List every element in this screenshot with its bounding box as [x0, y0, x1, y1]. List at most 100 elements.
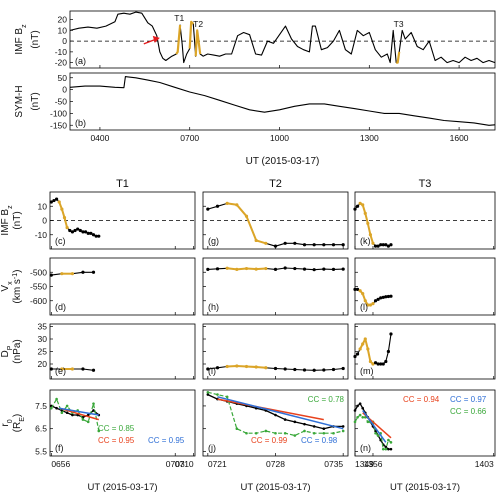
r0-green-point — [366, 420, 370, 424]
bz-point — [91, 233, 96, 237]
panel-label: (h) — [208, 302, 219, 312]
r0-green-point — [245, 431, 248, 435]
r0-green-point — [206, 390, 210, 394]
dp-point — [225, 364, 229, 369]
row-y-unit: (km s-1) — [12, 269, 24, 303]
bz-point — [384, 243, 388, 247]
cc-label: CC = 0.99 — [251, 436, 288, 445]
dp-point — [386, 349, 390, 354]
vx-point — [60, 272, 64, 276]
r0-point — [55, 406, 58, 410]
r0-green-point — [374, 431, 377, 435]
r0-green-point — [235, 427, 239, 430]
vx-point — [322, 267, 326, 271]
y-tick-label: 30 — [38, 334, 48, 344]
cc-label: CC = 0.78 — [308, 395, 345, 404]
vx-point — [376, 297, 380, 301]
dp-point — [302, 368, 307, 372]
cc-label: CC = 0.95 — [148, 436, 185, 445]
r0-green-point — [274, 431, 277, 435]
r0-model-blue-line — [217, 396, 344, 430]
vx-point — [355, 287, 360, 291]
vx-point — [264, 266, 268, 271]
vx-point — [235, 267, 239, 271]
panel-label: (e) — [55, 366, 66, 376]
r0-green-point — [358, 413, 362, 417]
x-tick-label: 0728 — [266, 459, 285, 469]
dp-point — [361, 342, 365, 346]
x-tick-label: 0721 — [208, 459, 227, 469]
vx-point — [91, 270, 96, 274]
x-tick-label: 1349 — [355, 459, 374, 469]
panel-label: (i) — [208, 366, 216, 376]
panel-a-frame — [69, 10, 496, 69]
r0-point — [322, 427, 326, 430]
x-tick-label: 0400 — [90, 133, 109, 143]
bz-point — [76, 227, 80, 231]
vx-point — [225, 266, 229, 270]
interval-highlight — [396, 51, 401, 64]
bz-point — [379, 243, 383, 247]
x-tick-label: 1000 — [270, 133, 289, 143]
r0-point — [312, 425, 316, 428]
panel-label: (a) — [75, 56, 86, 66]
r0-green-point — [381, 447, 385, 451]
bz-point — [361, 203, 365, 207]
panel-label: (j) — [208, 443, 216, 453]
y-tick-label: -50 — [55, 97, 68, 107]
bz-point — [368, 233, 373, 237]
r0-green-point — [81, 418, 85, 421]
vx-point — [386, 294, 390, 299]
panel-b-frame — [69, 72, 496, 131]
x-axis-label: UT (2015-03-17) — [390, 482, 460, 493]
r0-green-point — [225, 395, 229, 399]
r0-green-point — [293, 434, 297, 437]
vx-point — [389, 294, 393, 298]
panel-frame — [202, 257, 349, 316]
r0-green-point — [332, 431, 335, 435]
bz-point — [283, 241, 287, 245]
bz-point — [353, 207, 357, 211]
bz-point — [68, 228, 72, 233]
panel-label: (n) — [360, 443, 371, 453]
r0-green-point — [254, 431, 258, 435]
panel-label: (f) — [55, 443, 64, 453]
r0-point — [303, 422, 306, 426]
bz-point — [302, 243, 307, 247]
bz-point — [293, 241, 297, 245]
bz-point — [355, 204, 360, 208]
vx-point — [81, 270, 85, 274]
bz-point — [254, 238, 258, 243]
r0-point — [389, 447, 393, 451]
row-y-label: DP — [0, 345, 14, 357]
bz-line — [207, 202, 344, 247]
y-tick-label: 0 — [62, 36, 67, 46]
r0-green-point — [363, 416, 367, 419]
vx-point — [254, 267, 258, 271]
column-title-t2: T2 — [269, 178, 282, 190]
bz-point — [83, 230, 88, 234]
panel-label: (m) — [360, 366, 374, 376]
r0-green-point — [376, 434, 380, 437]
x-tick-label: 1356 — [364, 459, 383, 469]
row-y-label: IMF Bz — [0, 205, 14, 236]
vx-point — [368, 303, 373, 307]
dp-point — [368, 359, 373, 364]
bz-point — [381, 243, 385, 247]
bz-point — [389, 243, 393, 247]
bz-point — [206, 207, 210, 211]
bz-point — [54, 197, 59, 201]
bz-point — [273, 244, 278, 248]
y-tick-label: -10 — [55, 47, 68, 57]
panel-label: (l) — [360, 302, 368, 312]
bz-point — [52, 198, 56, 203]
panel-label: (c) — [55, 236, 66, 246]
dp-point — [70, 367, 75, 371]
y-tick-label: 35 — [38, 322, 48, 332]
bz-point — [312, 243, 316, 247]
panel-label: (g) — [208, 236, 219, 246]
cc-label: CC = 0.97 — [450, 395, 487, 404]
r0-point — [293, 420, 297, 424]
dp-point — [379, 362, 383, 366]
r0-point — [254, 406, 258, 410]
